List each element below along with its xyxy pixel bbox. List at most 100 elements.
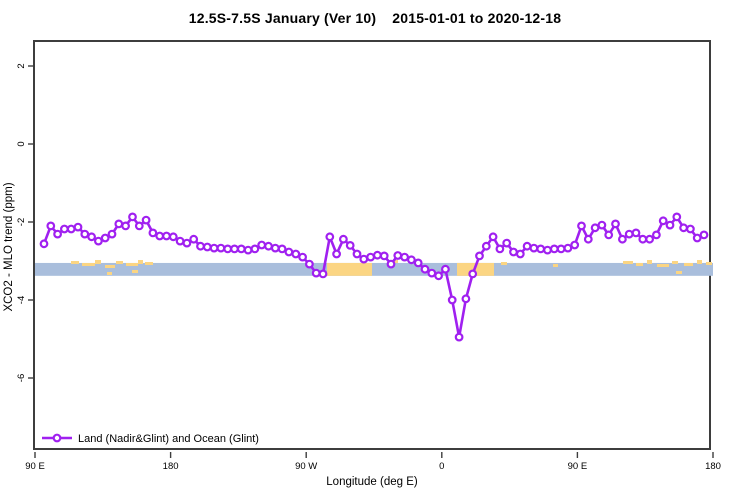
data-point-marker <box>624 229 634 239</box>
data-point-marker <box>699 230 709 240</box>
land-speckle <box>676 271 682 274</box>
land-speckle <box>71 261 79 264</box>
data-point-marker <box>407 255 416 265</box>
data-point-marker <box>481 241 491 251</box>
data-point-marker <box>373 250 382 260</box>
data-point-marker <box>679 223 688 233</box>
land-speckle <box>95 260 101 264</box>
data-point-marker <box>189 234 199 244</box>
y-tick-label: -2 <box>16 218 27 226</box>
data-point-marker <box>427 268 437 278</box>
x-tick-label: 90 E <box>25 461 45 472</box>
x-tick-label: 90 E <box>568 461 588 472</box>
data-point-marker <box>345 240 355 250</box>
data-point-marker <box>631 228 641 238</box>
land-speckle <box>657 264 669 267</box>
x-tick-label: 0 <box>439 461 444 472</box>
data-point-marker <box>522 241 532 251</box>
land-speckle <box>684 263 693 266</box>
data-point-marker <box>386 259 396 269</box>
data-point-marker <box>638 234 648 244</box>
y-tick-label: -4 <box>16 296 27 304</box>
data-point-marker <box>134 221 144 231</box>
land-speckle <box>647 260 652 264</box>
data-point-marker <box>291 249 301 259</box>
data-point-marker <box>502 238 512 248</box>
data-point-marker <box>80 229 90 239</box>
data-point-marker <box>243 245 253 255</box>
data-point-marker <box>447 295 457 305</box>
land-speckle <box>107 272 112 275</box>
data-point-marker <box>175 236 185 246</box>
land-speckle <box>501 262 507 265</box>
data-point-marker <box>509 247 518 257</box>
data-point-marker <box>230 244 239 254</box>
y-axis-title: XCO2 - MLO trend (ppm) <box>3 182 15 312</box>
data-point-marker <box>325 232 335 242</box>
land-speckle <box>126 263 138 266</box>
data-point-marker <box>400 252 410 262</box>
land-speckle <box>706 262 712 265</box>
data-point-marker <box>236 244 246 254</box>
data-point-marker <box>39 239 49 249</box>
data-point-marker <box>264 241 273 251</box>
land-speckle <box>145 262 153 265</box>
data-point-marker <box>318 269 328 279</box>
data-point-marker <box>393 251 403 260</box>
data-point-marker <box>352 249 362 259</box>
data-point-marker <box>270 243 280 253</box>
y-tick-label: -6 <box>16 374 27 382</box>
data-point-marker <box>543 245 552 255</box>
data-point-marker <box>202 242 212 252</box>
data-point-marker <box>658 216 668 226</box>
data-point-marker <box>148 228 158 238</box>
data-point-marker <box>692 233 702 243</box>
land-speckle <box>636 263 643 266</box>
ocean-band <box>35 262 713 276</box>
chart-title: 12.5S-7.5S January (Ver 10) 2015-01-01 to… <box>0 10 750 26</box>
land-speckle <box>672 261 678 264</box>
data-point-marker <box>46 221 56 231</box>
data-point-marker <box>332 249 342 259</box>
data-point-marker <box>141 215 151 225</box>
data-point-marker <box>515 249 525 259</box>
data-point-marker <box>413 258 423 268</box>
data-point-marker <box>114 219 124 229</box>
data-point-marker <box>645 234 654 244</box>
data-point-marker <box>209 243 219 253</box>
land-speckle <box>138 260 143 264</box>
data-point-marker <box>73 222 83 232</box>
land-band-segment <box>327 262 372 276</box>
x-tick-label: 180 <box>163 461 179 472</box>
data-point-marker <box>298 252 308 262</box>
land-speckle <box>116 261 123 264</box>
data-point-marker <box>652 230 661 240</box>
data-point-marker <box>121 221 130 231</box>
data-point-marker <box>536 244 546 254</box>
data-point-marker <box>196 241 205 251</box>
x-tick-label: 180 <box>705 461 721 472</box>
data-point-marker <box>618 234 627 244</box>
data-point-marker <box>182 238 192 248</box>
data-point-marker <box>672 212 682 222</box>
data-point-marker <box>529 243 539 253</box>
data-point-marker <box>604 230 614 240</box>
data-point-marker <box>60 224 69 234</box>
data-point-marker <box>277 244 287 254</box>
data-point-marker <box>284 247 294 257</box>
chart-title-region: 12.5S-7.5S January (Ver 10) <box>188 10 377 26</box>
x-axis-title: Longitude (deg E) <box>326 476 418 488</box>
data-point-marker <box>359 254 369 264</box>
y-tick-label: 0 <box>16 141 27 146</box>
data-point-marker <box>441 264 450 274</box>
data-point-marker <box>556 244 566 254</box>
legend-label: Land (Nadir&Glint) and Ocean (Glint) <box>78 433 259 445</box>
data-point-marker <box>87 232 96 242</box>
data-point-marker <box>454 332 464 342</box>
chart-title-dates: 2015-01-01 to 2020-12-18 <box>392 10 562 26</box>
data-point-marker <box>597 220 607 230</box>
data-point-marker <box>686 224 695 234</box>
data-point-marker <box>168 232 178 242</box>
data-point-marker <box>420 264 430 274</box>
